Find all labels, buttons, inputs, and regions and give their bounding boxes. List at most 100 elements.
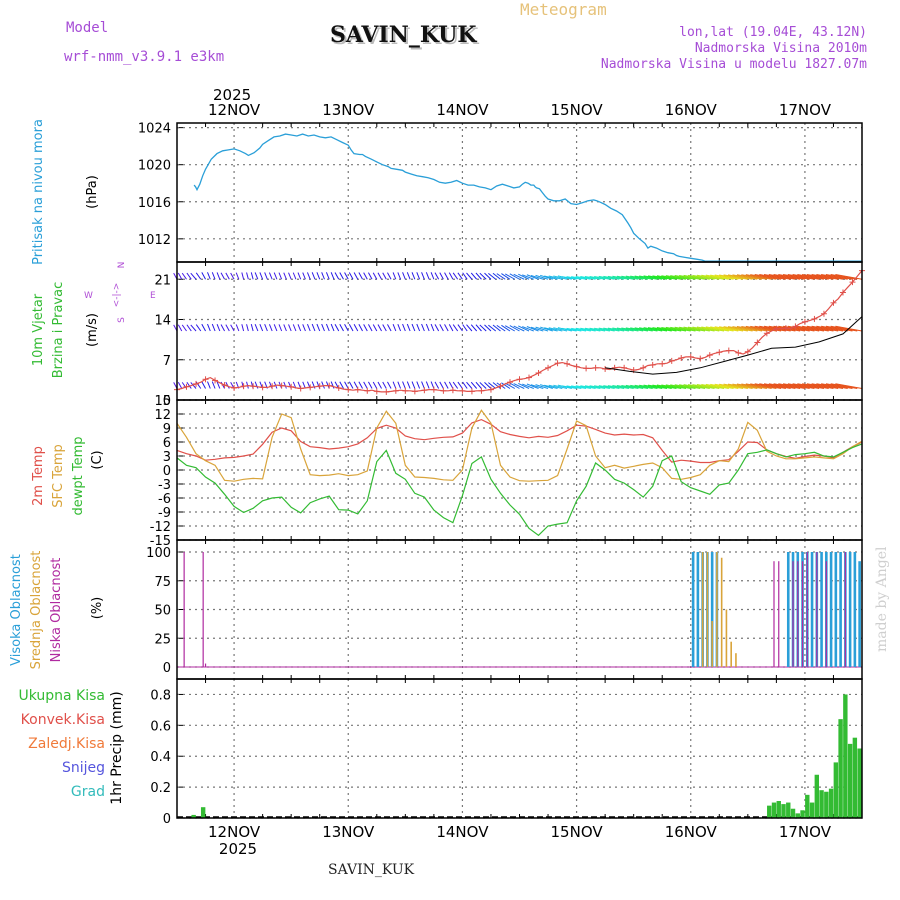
wind-barb <box>719 383 744 389</box>
wind-barb <box>457 381 463 389</box>
wind-barb <box>544 384 558 389</box>
wind-barb <box>705 383 729 389</box>
wind-barb <box>283 272 287 280</box>
wind-speed-line <box>176 270 863 393</box>
wind-barb <box>835 274 863 280</box>
cloud-low-bar <box>183 552 185 667</box>
wind-barb <box>411 381 416 389</box>
wind-barb <box>434 272 440 280</box>
wind-barb <box>723 326 748 332</box>
wind-barb <box>311 323 316 332</box>
wind-barb <box>382 324 387 332</box>
cloud-mid-bar <box>701 552 704 667</box>
wind-barb <box>518 383 530 389</box>
wind-barb <box>501 382 511 389</box>
wind-barb <box>787 274 815 280</box>
wind-barb <box>647 275 668 280</box>
cloud-high-bar <box>696 552 700 667</box>
wind-barb-row <box>173 323 863 332</box>
wind-barb <box>584 276 601 280</box>
wind-barb <box>674 384 696 389</box>
wind-barb <box>745 383 772 389</box>
wind-barb <box>741 274 767 280</box>
y-tick-label: -6 <box>158 492 171 507</box>
wind-barb <box>425 323 430 332</box>
wind-barb <box>670 384 691 389</box>
wind-barb <box>719 274 744 280</box>
wind-barb <box>372 272 378 280</box>
wind-barb <box>656 275 677 280</box>
wind-barb <box>211 323 216 332</box>
wind-barb <box>181 324 187 332</box>
y-tick-label: 12 <box>154 408 171 423</box>
cloud-low-bar <box>204 663 207 667</box>
year-label-top: 2025 <box>213 86 251 104</box>
wind-barb <box>488 324 497 332</box>
model-name: wrf-nmm_v3.9.1 e3km <box>64 49 225 65</box>
wind-barb <box>594 385 610 389</box>
wind-barb <box>190 272 197 280</box>
wind-barb <box>264 324 268 332</box>
cloud-axis-title-high: Visoka Oblacnost <box>9 554 24 666</box>
wind-barb <box>273 324 278 332</box>
wind-barb <box>216 381 221 389</box>
wind-barb <box>665 275 687 280</box>
wind-barb <box>616 385 634 389</box>
wind-barb <box>475 272 482 280</box>
wind-barb <box>492 272 501 280</box>
wind-barb <box>687 384 710 389</box>
wind-barb <box>561 385 577 389</box>
y-tick-label: 0.2 <box>150 781 171 796</box>
wind-dir-w: W <box>84 291 93 301</box>
wind-barb <box>797 325 825 332</box>
wind-barb <box>363 272 368 280</box>
wind-barb <box>406 323 411 332</box>
wind-barb <box>392 381 397 389</box>
wind-barb <box>448 381 454 389</box>
cloud-high-bar <box>810 552 814 667</box>
wind-barb <box>387 272 392 280</box>
wind-barb <box>530 274 544 280</box>
cloud-high-bar <box>848 552 852 667</box>
wind-barb <box>768 274 796 280</box>
wind-barb <box>670 326 691 332</box>
wind-barb <box>246 324 249 332</box>
wind-barb <box>630 327 649 332</box>
wind-barb <box>470 381 478 389</box>
wind-barb <box>484 381 492 389</box>
wind-barb <box>696 326 720 332</box>
wind-barb <box>561 276 577 280</box>
wind-barb <box>571 327 587 332</box>
wind-barb <box>763 383 791 389</box>
temp-sfc-line <box>176 409 863 482</box>
wind-barb <box>444 324 449 332</box>
wind-barb <box>741 383 767 389</box>
wind-barb <box>492 382 501 389</box>
wind-barb <box>358 272 363 280</box>
wind-barb <box>792 274 820 280</box>
wind-barb <box>607 385 625 389</box>
wind-barb <box>501 324 511 332</box>
wind-barb <box>575 385 591 389</box>
wind-barb <box>639 384 658 389</box>
wind-barb <box>321 272 325 280</box>
wind-barb <box>526 326 539 332</box>
cloud-low-bar <box>778 561 780 667</box>
wind-barb <box>745 274 772 280</box>
wind-barb <box>186 381 192 389</box>
wind-barb <box>696 384 720 389</box>
cloud-low-bar <box>806 552 808 667</box>
wind-axis-title-2: Brzina i Pravac <box>51 282 66 379</box>
wind-barb <box>750 274 777 280</box>
wind-barb <box>665 326 687 332</box>
wind-barb <box>421 323 425 332</box>
wind-barb <box>230 272 235 280</box>
cloud-low-bar <box>773 561 775 667</box>
wind-barb <box>259 272 264 280</box>
precip-bar <box>857 748 862 818</box>
wind-barb <box>652 275 672 280</box>
temp-unit: (C) <box>90 450 105 469</box>
wind-barb <box>589 275 606 280</box>
wind-barb <box>571 276 587 280</box>
